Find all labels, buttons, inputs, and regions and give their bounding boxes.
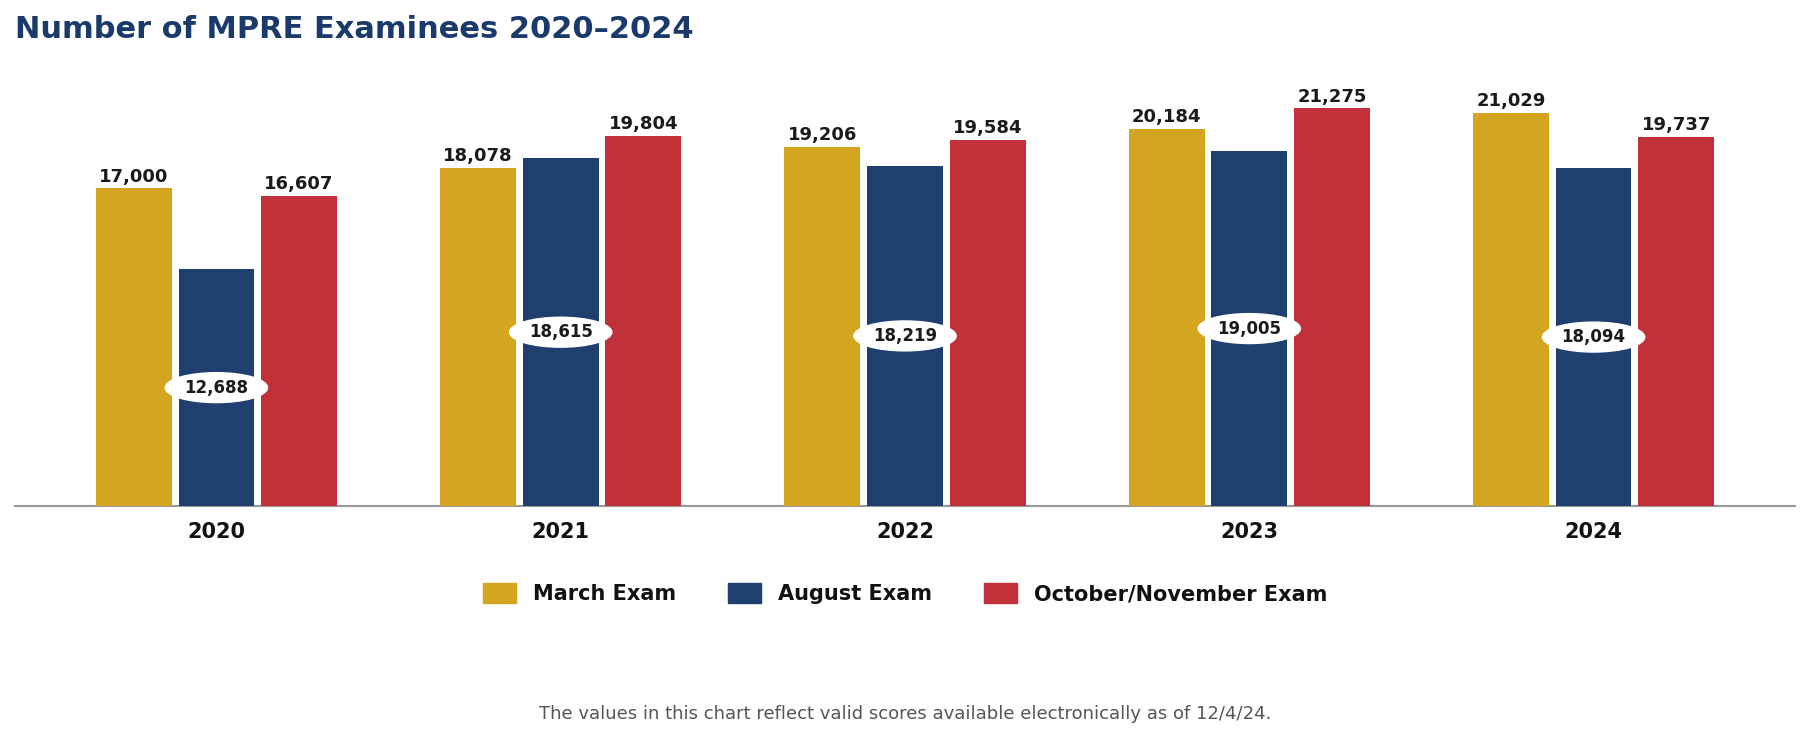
Text: 17,000: 17,000 xyxy=(100,168,168,185)
Ellipse shape xyxy=(165,373,268,402)
Text: 21,275: 21,275 xyxy=(1298,88,1367,106)
Text: 19,206: 19,206 xyxy=(787,126,858,145)
Bar xyxy=(261,196,337,507)
Bar xyxy=(784,147,860,507)
Bar xyxy=(179,269,253,507)
Text: 18,078: 18,078 xyxy=(443,147,512,166)
Text: 18,094: 18,094 xyxy=(1562,328,1625,346)
Text: Number of MPRE Examinees 2020–2024: Number of MPRE Examinees 2020–2024 xyxy=(14,15,693,44)
Bar xyxy=(96,188,172,507)
Ellipse shape xyxy=(854,321,956,351)
Bar xyxy=(950,140,1026,507)
Bar xyxy=(1129,128,1204,507)
Ellipse shape xyxy=(1198,314,1300,344)
Text: 18,219: 18,219 xyxy=(872,327,938,345)
Text: The values in this chart reflect valid scores available electronically as of 12/: The values in this chart reflect valid s… xyxy=(539,704,1271,723)
Text: 16,607: 16,607 xyxy=(264,175,333,193)
Text: 19,737: 19,737 xyxy=(1642,116,1710,134)
Bar xyxy=(1638,137,1714,507)
Bar xyxy=(606,136,681,507)
Bar xyxy=(867,166,943,507)
Text: 12,688: 12,688 xyxy=(185,379,248,396)
Bar xyxy=(1294,108,1370,507)
Bar xyxy=(1557,168,1631,507)
Bar xyxy=(440,168,516,507)
Bar xyxy=(523,158,599,507)
Text: 19,804: 19,804 xyxy=(608,115,679,133)
Text: 20,184: 20,184 xyxy=(1131,108,1202,126)
Text: 18,615: 18,615 xyxy=(529,323,592,341)
Bar xyxy=(1473,113,1549,507)
Legend: March Exam, August Exam, October/November Exam: March Exam, August Exam, October/Novembe… xyxy=(474,575,1336,612)
Bar xyxy=(1211,151,1287,507)
Text: 19,584: 19,584 xyxy=(952,119,1023,137)
Text: 19,005: 19,005 xyxy=(1218,320,1281,337)
Ellipse shape xyxy=(1542,322,1645,352)
Ellipse shape xyxy=(510,318,612,347)
Text: 21,029: 21,029 xyxy=(1477,92,1546,110)
